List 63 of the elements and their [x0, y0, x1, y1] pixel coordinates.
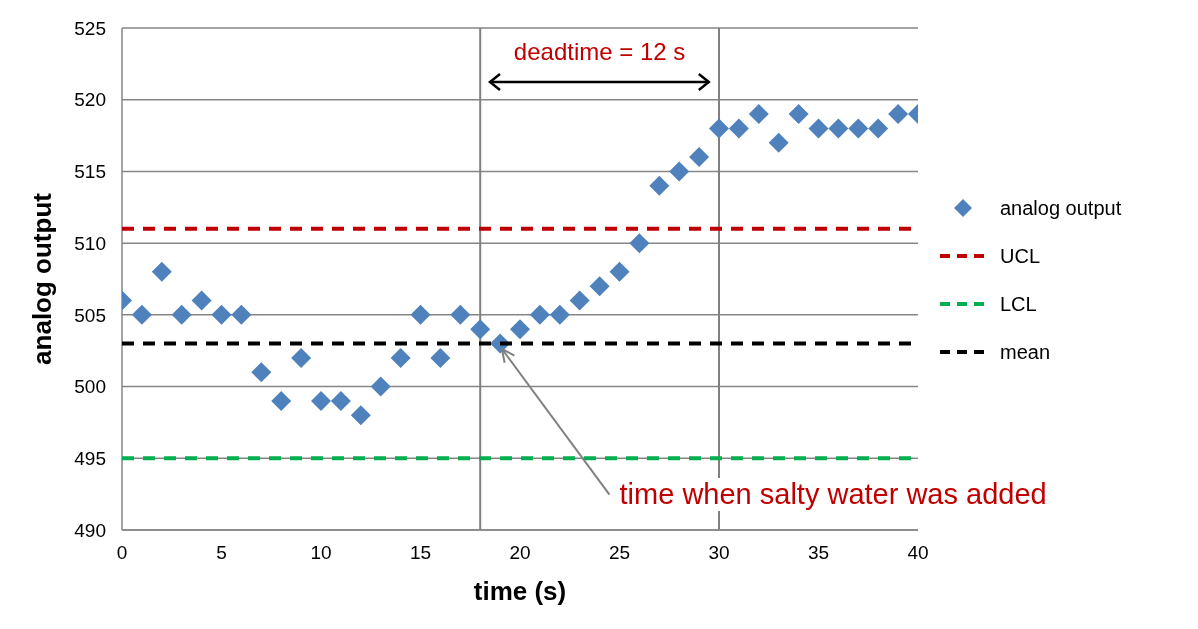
point [609, 261, 630, 282]
point [689, 147, 710, 168]
y-tick-label: 505 [74, 304, 106, 326]
y-tick-label: 510 [74, 232, 106, 254]
legend-label: analog output [1000, 196, 1122, 220]
x-tick-label: 40 [907, 542, 929, 564]
point [430, 347, 451, 368]
point [271, 390, 292, 411]
x-tick-label: 10 [310, 542, 332, 564]
legend-label: UCL [1000, 244, 1041, 268]
point [191, 290, 212, 311]
point [291, 347, 312, 368]
point [828, 118, 849, 139]
point [311, 390, 331, 411]
legend-label: LCL [1000, 292, 1037, 316]
point [629, 233, 650, 254]
point [390, 347, 411, 368]
point [788, 104, 809, 125]
point [748, 104, 769, 125]
point [649, 175, 670, 196]
x-tick-label: 15 [409, 542, 432, 564]
point [450, 304, 471, 325]
point [211, 304, 232, 325]
point [868, 118, 889, 139]
x-tick-label: 30 [708, 542, 730, 564]
point [888, 104, 909, 125]
y-tick-label: 490 [74, 519, 106, 541]
point [231, 304, 252, 325]
annotation: time when salty water was added [619, 478, 1047, 512]
point [529, 304, 550, 325]
point [470, 319, 491, 340]
point [171, 304, 192, 325]
point [728, 118, 749, 139]
x-axis-title: time (s) [473, 576, 567, 606]
x-tick-label: 25 [608, 542, 631, 564]
point [510, 319, 530, 340]
point [669, 161, 690, 182]
point [848, 118, 869, 139]
point [808, 118, 829, 139]
annotation: deadtime = 12 s [512, 38, 687, 66]
point [410, 304, 431, 325]
point [131, 304, 152, 325]
x-tick-label: 0 [116, 542, 128, 564]
y-tick-label: 515 [74, 161, 106, 183]
point [569, 290, 590, 311]
y-tick-label: 495 [74, 448, 106, 470]
y-tick-label: 520 [74, 89, 106, 111]
point [768, 132, 789, 153]
point [151, 261, 172, 282]
point [370, 376, 391, 397]
y-tick-label: 525 [74, 17, 106, 39]
point [350, 405, 371, 426]
point [589, 276, 610, 297]
point [251, 362, 272, 383]
y-axis-title: analog output [27, 192, 58, 365]
point [549, 304, 570, 325]
legend-label: mean [1000, 340, 1051, 364]
x-tick-label: 5 [216, 542, 227, 564]
x-tick-label: 35 [807, 542, 830, 564]
y-tick-label: 500 [74, 376, 106, 398]
point [709, 118, 729, 139]
x-tick-label: 20 [509, 542, 531, 564]
point [330, 390, 351, 411]
